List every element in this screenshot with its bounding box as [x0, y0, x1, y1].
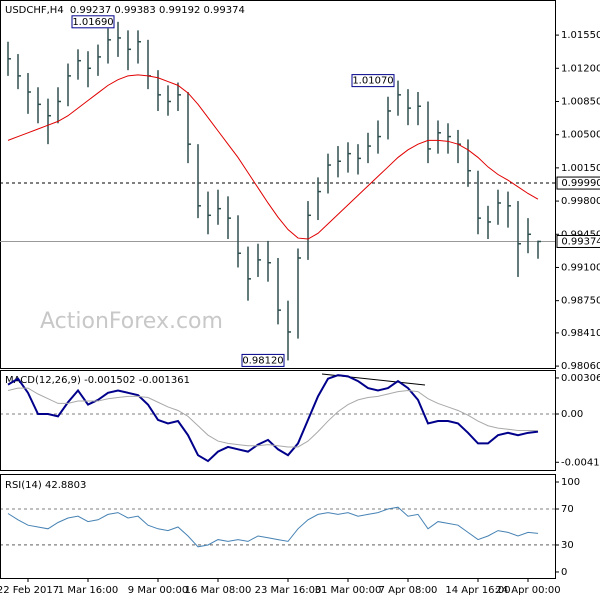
y-tick-label: 1.00500	[561, 130, 600, 141]
y-tick-label: 0.98060	[561, 361, 600, 372]
x-tick-label: 14 Apr 16:00	[445, 585, 510, 596]
series-line	[7, 74, 539, 240]
y-tick-label: 1.00150	[561, 163, 600, 174]
y-tick-label: 1.01200	[561, 63, 600, 74]
x-tick-label: 16 Mar 08:00	[185, 585, 252, 596]
annotation-box	[351, 74, 395, 88]
annotation-label: 1.01690	[72, 17, 113, 28]
x-tick-label: 23 Mar 16:00	[255, 585, 322, 596]
y-tick-label: 0.98410	[561, 328, 600, 339]
y-tick-label: 1.01550	[561, 30, 600, 41]
annotation-label: 1.01070	[352, 76, 393, 87]
price-label-box	[556, 234, 600, 248]
x-tick-label: 24 Apr 00:00	[495, 585, 560, 596]
annotation-label: 0.98120	[242, 355, 283, 366]
y-tick-label: 0.99800	[561, 196, 600, 207]
indicator: MACD(12,26,9)	[5, 375, 81, 386]
x-tick-label: 1 Mar 16:00	[58, 585, 118, 596]
y-tick-label: 30	[561, 540, 574, 551]
ohlc-value: 0.99192	[159, 5, 200, 16]
level-label-box	[556, 176, 600, 190]
indicator-value: -0.001361	[139, 375, 190, 386]
x-tick-label: 31 Mar 00:00	[315, 585, 382, 596]
macd-title: MACD(12,26,9) -0.001502 -0.001361	[5, 375, 190, 386]
rsi-title: RSI(14) 42.8803	[5, 480, 86, 491]
y-tick-label: 0.99450	[561, 229, 600, 240]
annotation-box	[71, 15, 115, 29]
price-title: USDCHF,H4 0.99237 0.99383 0.99192 0.9937…	[5, 5, 245, 16]
x-tick-label: 22 Feb 2017	[0, 585, 59, 596]
rsi-panel	[0, 474, 556, 579]
ohlc-value: 0.99237	[70, 5, 111, 16]
x-tick-label: 9 Mar 00:00	[128, 585, 188, 596]
price-label: 0.99374	[561, 236, 600, 247]
y-tick-label: 70	[561, 504, 574, 515]
y-tick-label: 1.00850	[561, 96, 600, 107]
macd-panel	[0, 370, 556, 471]
y-tick-label: -0.004104	[561, 457, 600, 468]
symbol: USDCHF,H4	[5, 5, 64, 16]
annotation-box	[241, 353, 285, 367]
indicator-value: -0.001502	[84, 375, 135, 386]
indicator: RSI(14)	[5, 480, 42, 491]
ohlc-value: 0.99374	[204, 5, 245, 16]
x-tick-label: 7 Apr 08:00	[379, 585, 438, 596]
y-tick-label: 0.98750	[561, 296, 600, 307]
y-tick-label: 0	[561, 567, 567, 578]
series-line	[7, 387, 538, 448]
level-label: 0.99990	[561, 178, 600, 189]
indicator-value: 42.8803	[45, 480, 86, 491]
y-tick-label: 0.99100	[561, 262, 600, 273]
y-tick-label: 0.003063	[561, 373, 600, 384]
y-tick-label: 0.00	[561, 409, 583, 420]
ohlc-value: 0.99383	[114, 5, 155, 16]
series-line	[7, 506, 539, 548]
y-tick-label: 100	[561, 477, 580, 488]
watermark: ActionForex.com	[40, 309, 223, 334]
